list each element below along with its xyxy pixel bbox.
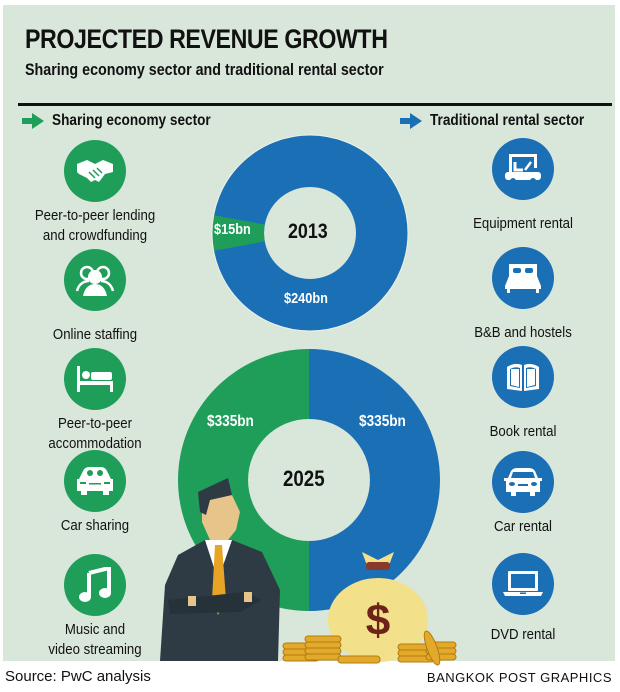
traditional-item-bnb-hostels: B&B and hostels [428, 247, 618, 343]
traditional-item-equipment-rental: Equipment rental [428, 138, 618, 234]
traditional-item-book-rental: Book rental [428, 346, 618, 442]
book-icon [492, 346, 554, 408]
sharing-item-p2p-lending: Peer-to-peer lending and crowdfunding [0, 140, 190, 246]
bed-icon [64, 348, 126, 410]
traditional-item-car-rental: Car rental [428, 451, 618, 537]
label-2013-year: 2013 [288, 220, 328, 243]
label-2025-year: 2025 [283, 466, 325, 491]
legend-sharing: Sharing economy sector [22, 112, 239, 130]
donut-2013-sharing-slice [211, 215, 265, 251]
sharing-item-online-staffing: Online staffing [0, 249, 190, 345]
source-note: Source: PwC analysis [5, 668, 151, 685]
page-subtitle: Sharing economy sector and traditional r… [25, 60, 384, 79]
handshake-icon [64, 140, 126, 202]
car-icon [492, 451, 554, 513]
credit-note: BANGKOK POST GRAPHICS [426, 670, 612, 685]
label-2013-traditional: $240bn [284, 290, 328, 307]
sharing-item-p2p-accommodation: Peer-to-peer accommodation [0, 348, 190, 454]
music-note-icon [64, 554, 126, 616]
svg-text:$: $ [366, 596, 390, 645]
coins-illustration [282, 630, 457, 666]
green-arrow-icon [22, 113, 44, 129]
businessman-illustration [160, 478, 280, 661]
laptop-icon [492, 553, 554, 615]
golf-cart-icon [492, 138, 554, 200]
blue-arrow-icon [400, 113, 422, 129]
car-sharing-icon [64, 450, 126, 512]
money-bag-illustration: $ [328, 552, 428, 662]
people-icon [64, 249, 126, 311]
donut-2013 [211, 134, 409, 332]
legend-traditional-label: Traditional rental sector [430, 112, 585, 129]
traditional-item-dvd-rental: DVD rental [428, 553, 618, 645]
label-2025-traditional: $335bn [359, 413, 406, 430]
donut-2025-traditional-slice [309, 349, 440, 611]
legend-traditional: Traditional rental sector [400, 112, 611, 130]
sharing-item-music-streaming: Music and video streaming [0, 554, 190, 660]
header-divider [18, 103, 612, 106]
double-bed-icon [492, 247, 554, 309]
sharing-item-car-sharing: Car sharing [0, 450, 190, 536]
label-2025-sharing: $335bn [207, 413, 254, 430]
legend-sharing-label: Sharing economy sector [52, 112, 211, 129]
label-2013-sharing: $15bn [214, 221, 251, 238]
page-title: PROJECTED REVENUE GROWTH [25, 24, 388, 54]
